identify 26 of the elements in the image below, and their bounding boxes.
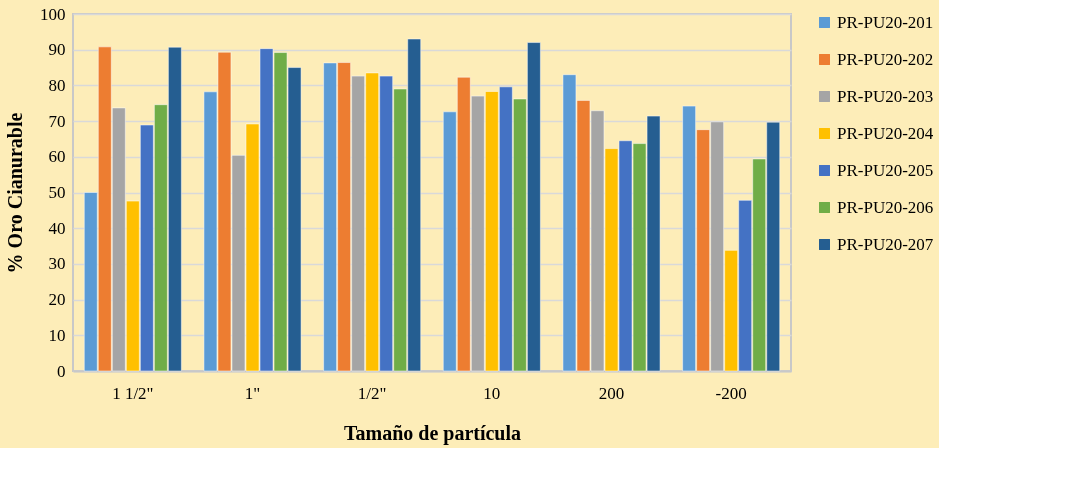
y-tick-label: 40 [48,218,66,238]
y-tick-label: 100 [40,4,66,24]
legend-label: PR-PU20-206 [837,197,934,217]
y-tick-label: 10 [48,325,66,345]
y-tick-label: 50 [48,183,66,202]
y-tick-label: 0 [57,361,66,381]
x-tick-label: 1 1/2" [112,383,154,403]
y-tick-label: 80 [48,75,66,95]
y-tick-label: 60 [48,147,66,167]
legend-label: PR-PU20-205 [837,160,934,180]
legend-label: PR-PU20-201 [837,12,934,32]
x-axis-title: Tamaño de partícula [343,421,522,445]
legend-label: PR-PU20-204 [837,123,934,143]
x-tick-label: -200 [715,383,747,403]
x-tick-label: 1" [244,383,261,403]
y-tick-label: 20 [48,290,66,310]
legend-label: PR-PU20-202 [837,49,934,69]
y-axis-title: % Oro Cianurable [4,112,26,274]
legend-label: PR-PU20-207 [837,234,934,254]
y-tick-label: 30 [48,254,66,274]
x-tick-label: 10 [483,383,501,403]
x-tick-label: 1/2" [357,383,387,403]
legend-label: PR-PU20-203 [837,86,934,106]
y-tick-label: 90 [48,40,66,60]
y-tick-label: 70 [48,111,66,131]
x-tick-label: 200 [598,383,625,403]
